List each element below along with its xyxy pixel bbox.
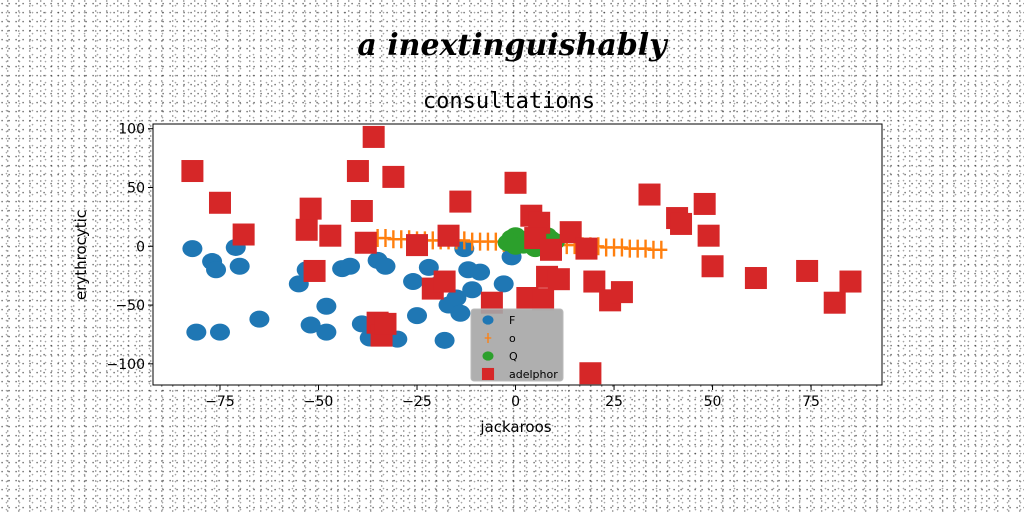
data-point <box>316 323 337 341</box>
data-point <box>433 270 456 293</box>
data-point <box>446 289 467 307</box>
y-tick-label: −100 <box>107 357 145 373</box>
data-point <box>547 268 570 291</box>
chart-marks <box>181 125 862 385</box>
y-tick-label: 100 <box>118 122 145 138</box>
data-point <box>295 218 318 241</box>
data-point <box>437 224 460 247</box>
data-point <box>375 257 396 275</box>
data-point <box>583 270 606 293</box>
data-point <box>209 323 230 341</box>
data-point <box>449 190 472 213</box>
chart-title: consultations <box>423 89 595 114</box>
legend-label: adelphor <box>509 368 558 381</box>
data-point <box>354 231 377 254</box>
data-point <box>232 223 255 246</box>
data-point <box>303 259 326 282</box>
data-point <box>229 257 250 275</box>
x-tick-label: 0 <box>511 394 520 410</box>
legend-label: o <box>509 332 516 345</box>
data-point <box>470 263 491 281</box>
data-point <box>374 312 397 335</box>
y-tick-label: −50 <box>115 298 145 314</box>
data-point <box>182 240 203 258</box>
legend-marker <box>482 351 494 361</box>
data-point <box>532 288 555 311</box>
data-point <box>610 281 633 304</box>
data-point <box>299 197 322 220</box>
data-point <box>539 238 562 261</box>
x-tick-label: 75 <box>802 394 820 410</box>
data-point <box>362 125 385 148</box>
data-point <box>407 307 428 325</box>
data-point <box>403 273 424 291</box>
x-tick-label: −25 <box>402 394 432 410</box>
data-point <box>462 281 483 299</box>
legend-marker <box>484 333 492 343</box>
figure-suptitle: a inextinguishably <box>357 28 667 63</box>
data-point <box>382 165 405 188</box>
data-point <box>823 291 846 314</box>
data-point <box>186 323 207 341</box>
x-tick-label: 50 <box>704 394 722 410</box>
data-point <box>346 160 369 183</box>
data-point <box>208 191 231 214</box>
data-point <box>350 200 373 222</box>
legend-marker <box>481 367 495 381</box>
data-point <box>796 259 819 282</box>
data-point <box>504 171 527 194</box>
data-point <box>579 362 602 385</box>
legend-box <box>470 308 564 382</box>
legend-label: F <box>509 314 515 327</box>
data-point <box>638 183 661 206</box>
data-point <box>406 234 429 257</box>
x-axis-label: jackaroos <box>479 418 551 436</box>
x-tick-label: −75 <box>205 394 235 410</box>
x-tick-label: −50 <box>304 394 334 410</box>
data-point <box>300 316 321 334</box>
series-3 <box>181 125 862 385</box>
data-point <box>434 331 455 349</box>
data-point <box>697 224 720 247</box>
y-tick-label: 0 <box>136 239 145 255</box>
data-point <box>450 304 471 322</box>
data-point <box>701 255 724 278</box>
x-axis-ticks: −75 −50 −25 0 25 50 75 <box>205 385 820 410</box>
data-point <box>181 160 204 183</box>
data-point <box>839 270 862 293</box>
x-tick-label: 25 <box>605 394 623 410</box>
y-axis-ticks: −100 −50 0 50 100 <box>107 122 153 373</box>
data-point <box>316 297 337 315</box>
data-point <box>493 275 514 293</box>
data-point <box>480 291 503 314</box>
data-point <box>693 192 716 215</box>
data-point <box>575 237 598 260</box>
legend-label: Q <box>509 350 518 363</box>
data-point <box>249 310 270 328</box>
y-tick-label: 50 <box>127 180 145 196</box>
data-point <box>670 212 693 235</box>
legend-marker <box>482 315 494 325</box>
data-point <box>206 261 227 279</box>
data-point <box>340 257 361 275</box>
data-point <box>319 224 342 247</box>
y-axis-label: erythrocytic <box>72 210 90 300</box>
data-point <box>655 240 668 259</box>
data-point <box>744 267 767 290</box>
plot-frame <box>152 123 883 386</box>
